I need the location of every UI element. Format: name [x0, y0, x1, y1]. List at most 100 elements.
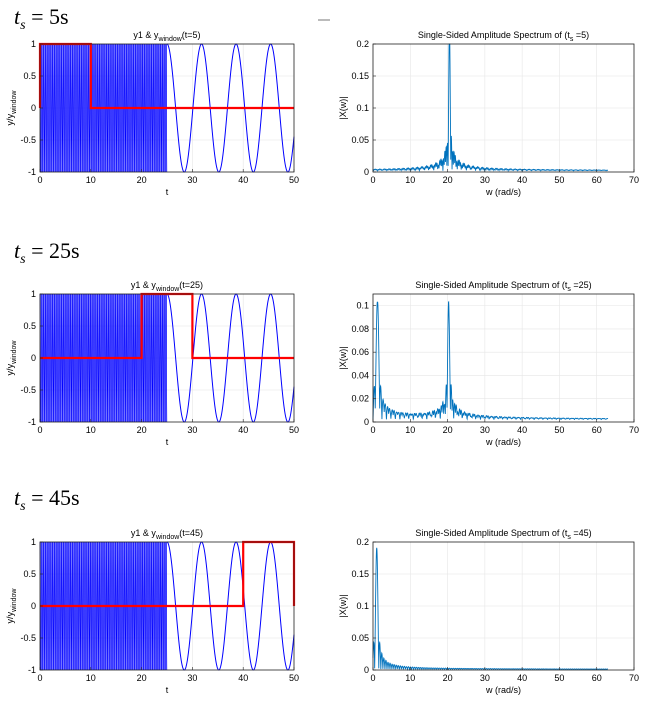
plot-title: y1 & ywindow(t=25): [131, 280, 203, 293]
y-tick-label: 0.1: [356, 103, 369, 113]
x-tick-label: 70: [629, 425, 639, 435]
y-tick-label: 0.05: [351, 633, 369, 643]
ts-value: = 5s: [26, 4, 69, 29]
y-axis-label: y/ywindow: [5, 90, 18, 126]
y-tick-label: 1: [31, 39, 36, 49]
time-plot: 0 10 20 30 40 50 1 0.5 0 -0.5 -1 y1 & ywindow(t=5) t…: [5, 30, 299, 197]
x-tick-label: 10: [86, 425, 96, 435]
plot-title: y1 & ywindow(t=5): [133, 30, 200, 43]
plot-area: [373, 294, 634, 422]
x-tick-label: 10: [86, 673, 96, 683]
spectrum-plot: 0 10 20 30 40 50 60 70 0.2 0.15 0.1 0.05 0 Single-Sid…: [338, 30, 639, 197]
y-axis-label: |X(w)|: [338, 594, 348, 617]
x-tick-label: 50: [289, 175, 299, 185]
x-tick-label: 10: [405, 425, 415, 435]
y-axis-label: y/ywindow: [5, 588, 18, 624]
y-tick-label: -1: [28, 417, 36, 427]
spectrum-line: [372, 300, 609, 421]
y-tick-label: 0.5: [23, 569, 36, 579]
y-tick-label: 0.1: [356, 601, 369, 611]
x-tick-label: 0: [370, 425, 375, 435]
x-axis-label: t: [166, 187, 169, 197]
ts-subscript: s: [20, 18, 26, 33]
time-plot: 0 10 20 30 40 50 1 0.5 0 -0.5 -1 y1 & ywindow(t=25)…: [5, 280, 299, 447]
x-axis-label: t: [166, 437, 169, 447]
x-axis-label: w (rad/s): [485, 437, 521, 447]
x-tick-label: 40: [517, 425, 527, 435]
x-tick-label: 70: [629, 175, 639, 185]
x-tick-label: 20: [137, 673, 147, 683]
x-tick-label: 20: [137, 425, 147, 435]
x-tick-label: 40: [238, 673, 248, 683]
ts-symbol: t: [14, 485, 21, 510]
y-tick-label: 0.1: [356, 301, 369, 311]
x-tick-label: 0: [37, 673, 42, 683]
x-tick-label: 20: [443, 425, 453, 435]
y-tick-label: 0: [31, 601, 36, 611]
y-tick-label: 0: [364, 417, 369, 427]
x-tick-label: 60: [592, 175, 602, 185]
x-tick-label: 40: [517, 175, 527, 185]
y-tick-label: 0: [31, 353, 36, 363]
x-tick-label: 30: [187, 673, 197, 683]
plot-title: Single-Sided Amplitude Spectrum of (ts =…: [415, 280, 591, 293]
y-tick-label: 0.08: [351, 324, 369, 334]
ts-symbol: t: [14, 4, 21, 29]
y-tick-label: 1: [31, 537, 36, 547]
row-3: ts = 45s 0 10 20 30 40 50 1 0.5 0 -0.5 -1 y1 & ywind…: [5, 485, 639, 695]
ts-heading: ts = 45s: [14, 485, 80, 514]
y-tick-label: -0.5: [20, 633, 36, 643]
time-plot: 0 10 20 30 40 50 1 0.5 0 -0.5 -1 y1 & ywindow(t=45)…: [5, 528, 299, 695]
x-tick-label: 10: [405, 175, 415, 185]
x-tick-label: 40: [238, 175, 248, 185]
spectrum-line: [372, 43, 609, 173]
x-tick-label: 20: [443, 175, 453, 185]
x-tick-label: 50: [554, 425, 564, 435]
y1-sinusoid-line: [166, 43, 295, 173]
y-tick-label: -1: [28, 665, 36, 675]
y-tick-label: 0.2: [356, 39, 369, 49]
y-tick-label: -1: [28, 167, 36, 177]
x-tick-label: 30: [187, 425, 197, 435]
x-tick-label: 0: [370, 175, 375, 185]
x-tick-label: 50: [554, 673, 564, 683]
ts-symbol: t: [14, 238, 21, 263]
y-axis-label: |X(w)|: [338, 96, 348, 119]
y-axis-label: |X(w)|: [338, 346, 348, 369]
ts-value: = 25s: [26, 238, 80, 263]
x-tick-label: 0: [370, 673, 375, 683]
x-tick-label: 20: [443, 673, 453, 683]
y-tick-label: 0: [364, 167, 369, 177]
y1-sinusoid-line: [166, 541, 295, 671]
x-tick-label: 60: [592, 425, 602, 435]
y-tick-label: 0: [31, 103, 36, 113]
x-tick-label: 50: [289, 425, 299, 435]
plot-title: Single-Sided Amplitude Spectrum of (ts =…: [415, 528, 591, 541]
y-tick-label: 0.15: [351, 569, 369, 579]
x-tick-label: 30: [480, 673, 490, 683]
x-tick-label: 10: [86, 175, 96, 185]
ts-subscript: s: [20, 252, 26, 267]
y-tick-label: 0.05: [351, 135, 369, 145]
spectrum-plot: 0 10 20 30 40 50 60 70 0.2 0.15 0.1 0.05 0 Single-Sid…: [338, 528, 639, 695]
x-tick-label: 70: [629, 673, 639, 683]
y-tick-label: 0: [364, 665, 369, 675]
x-axis-label: t: [166, 685, 169, 695]
x-tick-label: 0: [37, 175, 42, 185]
y-tick-label: 0.15: [351, 71, 369, 81]
spectrum-line: [372, 547, 609, 672]
y-axis-label: y/ywindow: [5, 340, 18, 376]
x-tick-label: 40: [238, 425, 248, 435]
plot-title: Single-Sided Amplitude Spectrum of (ts =…: [418, 30, 589, 43]
y1-sinusoid-line: [166, 293, 295, 423]
plot-title: y1 & ywindow(t=45): [131, 528, 203, 541]
x-tick-label: 10: [405, 673, 415, 683]
x-tick-label: 50: [554, 175, 564, 185]
plot-frame: [372, 293, 635, 423]
x-tick-label: 60: [592, 673, 602, 683]
x-tick-label: 20: [137, 175, 147, 185]
y-tick-label: -0.5: [20, 385, 36, 395]
